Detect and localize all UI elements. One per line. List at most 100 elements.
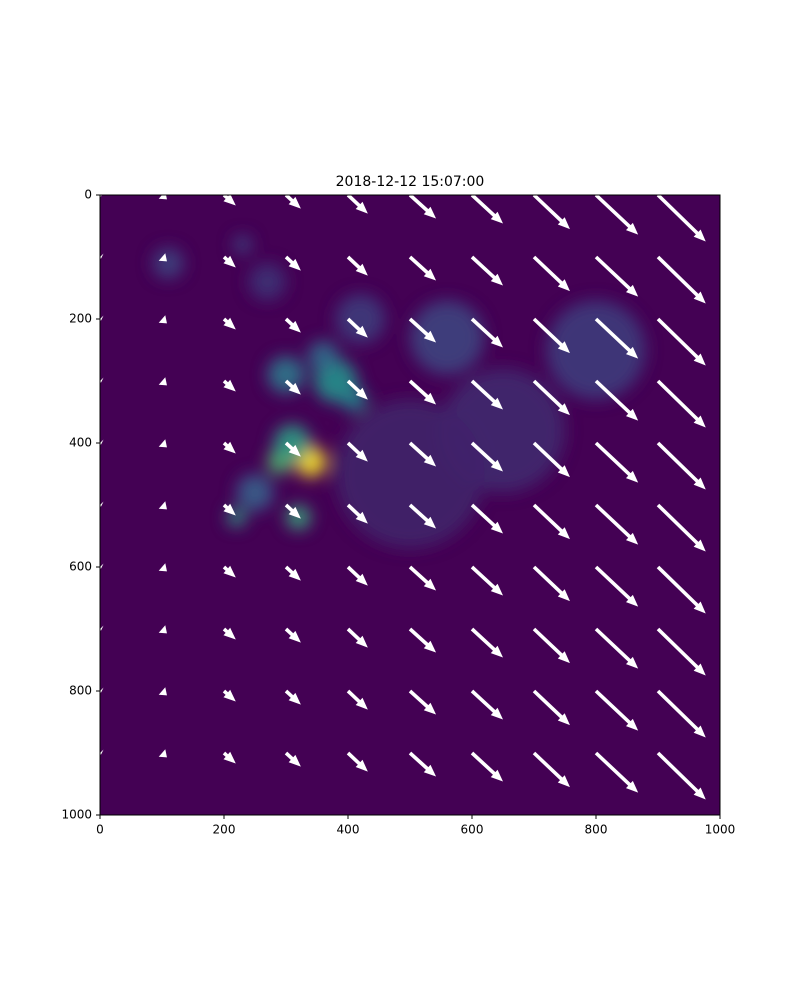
heat-blob [546,300,646,400]
quiver-arrow [284,193,301,209]
quiver-arrow [408,565,437,591]
quiver-arrow [594,503,639,545]
quiver-arrow [222,565,236,578]
quiver-arrow [408,751,437,777]
chart-title: 2018-12-12 15:07:00 [336,174,485,190]
heat-blob [152,247,184,279]
quiver-arrow [470,317,503,348]
quiver-arrow [158,687,167,696]
quiver-arrow [470,441,503,472]
quiver-arrow [284,689,301,705]
quiver-arrow [470,751,503,782]
x-tick-label: 800 [585,823,608,837]
quiver-arrow [594,751,639,793]
quiver-arrow [532,689,570,726]
quiver-arrow [470,503,503,534]
quiver-arrow [222,627,236,640]
quiver-arrow [594,255,639,297]
quiver-arrow [408,379,437,405]
heat-blob [335,294,386,344]
axes-frame [99,194,721,816]
quiver-arrow [408,441,437,467]
quiver-arrow [222,689,236,702]
quiver-arrow [158,439,167,448]
quiver-arrow [594,627,639,669]
quiver-arrow [158,501,167,510]
x-tick-label: 1000 [705,823,736,837]
quiver-arrow [594,317,639,359]
quiver-arrow [346,503,368,524]
quiver-arrow [346,317,368,338]
quiver-arrow [594,193,639,235]
quiver-arrow [222,255,236,268]
quiver-arrow [532,627,570,664]
heat-blob [236,474,274,512]
quiver-arrow [408,503,437,529]
quiver-arrow [346,627,368,648]
quiver-arrow [346,565,368,586]
quiver-arrow [158,563,167,572]
quiver-arrow [594,689,639,731]
quiver-arrow [470,193,503,224]
quiver-arrow [532,193,570,230]
y-tick-label: 400 [69,436,92,450]
heat-blob [267,356,305,394]
quiver-arrow [470,255,503,286]
quiver-arrow [532,441,570,478]
heat-blob [410,300,485,375]
quiver-arrow [656,627,706,676]
quiver-arrow [656,503,706,552]
quiver-arrow [656,379,706,428]
quiver-arrow [222,317,236,330]
quiver-arrow [408,193,437,219]
quiver-arrow [158,749,167,758]
x-tick-label: 600 [461,823,484,837]
quiver-arrow [346,379,368,400]
plot-area [100,195,720,815]
quiver-arrow [284,379,301,395]
y-tick-label: 0 [84,188,92,202]
quiver-arrow [594,379,639,421]
quiver-arrow [346,255,368,276]
quiver-arrow [284,503,301,519]
quiver-arrow [284,317,301,333]
quiver-arrow [158,315,167,324]
quiver-arrow [532,751,570,788]
quiver-arrow [346,193,368,214]
quiver-arrow [656,565,706,614]
y-tick-label: 1000 [61,808,92,822]
quiver-arrow [222,503,236,516]
quiver-arrow [158,377,167,386]
quiver-arrow [656,193,706,242]
heat-blob [307,340,339,372]
heatmap [152,235,646,549]
quiver-arrow [470,627,503,658]
quiver-arrow [656,441,706,490]
y-tick-label: 200 [69,312,92,326]
quiver-arrow [222,379,236,392]
quiver-arrow [408,627,437,653]
quiver-arrow [284,751,301,767]
quiver-arrow [656,751,706,800]
x-tick-label: 0 [96,823,104,837]
quiver-arrow [408,317,437,343]
quiver-arrow [656,689,706,738]
quiver-arrow [408,255,437,281]
x-tick-label: 400 [337,823,360,837]
quiver-arrow [470,689,503,720]
quiver-arrow [222,751,236,764]
quiver-arrow [656,255,706,304]
x-tick-label: 200 [213,823,236,837]
heat-blob [273,424,311,462]
quiver-arrow [158,625,167,634]
heat-blob [248,263,286,301]
y-tick-label: 800 [69,684,92,698]
quiver-arrow [222,193,236,206]
heat-blob [233,235,252,254]
quiver-arrow [532,317,570,354]
quiver-arrow [470,565,503,596]
quiver-arrow [532,255,570,292]
quiver-arrow [284,565,301,581]
quiver-arrow [656,317,706,366]
